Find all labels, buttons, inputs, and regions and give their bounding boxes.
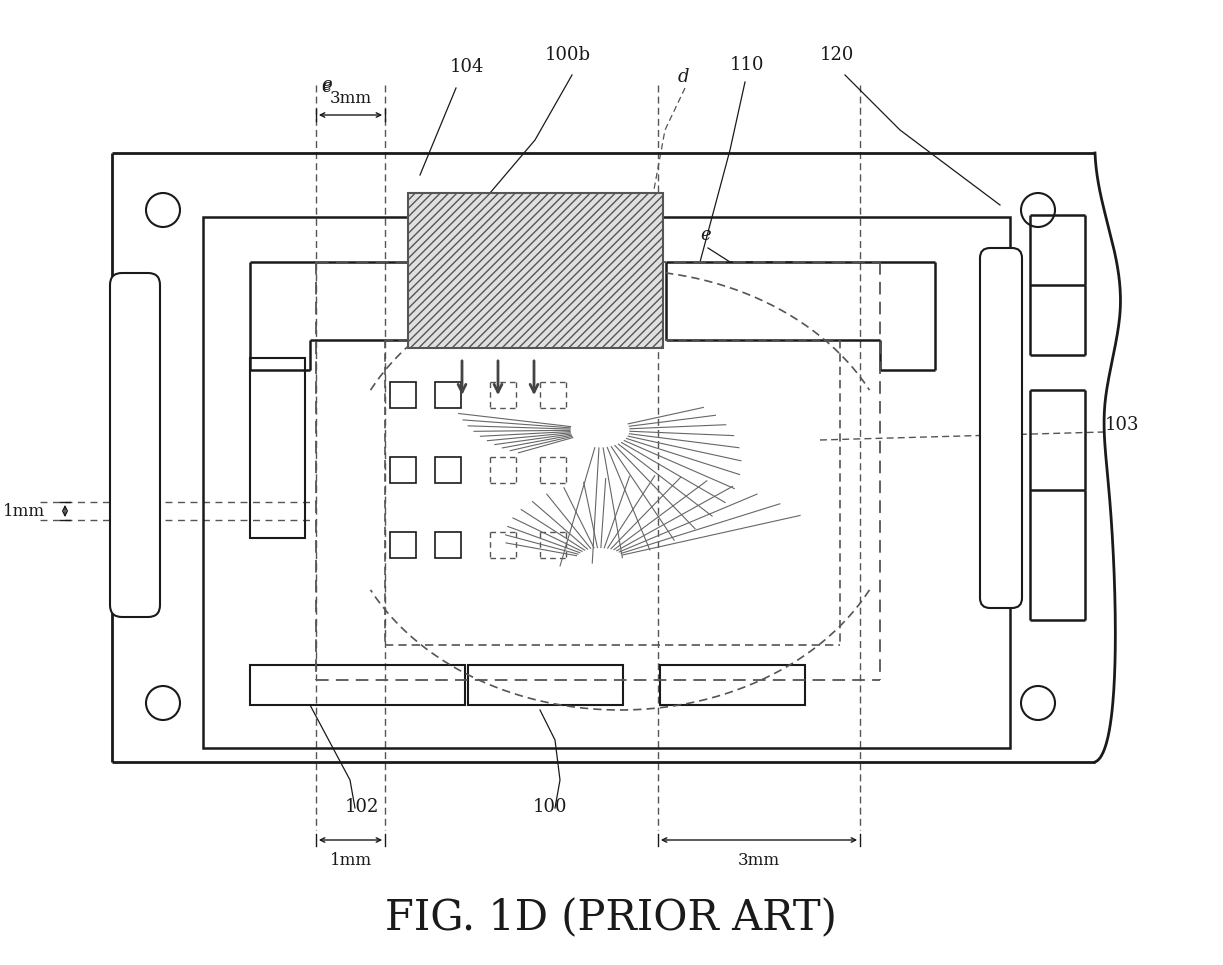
Bar <box>435 532 461 558</box>
Bar <box>390 382 416 408</box>
Text: d: d <box>678 68 690 86</box>
Bar <box>203 217 1010 748</box>
Bar <box>408 193 663 348</box>
Bar <box>249 665 465 705</box>
FancyBboxPatch shape <box>980 248 1022 608</box>
Bar <box>249 358 305 538</box>
Text: 100: 100 <box>533 798 567 816</box>
Bar <box>390 457 416 483</box>
Bar <box>660 665 805 705</box>
Text: 1mm: 1mm <box>329 852 372 869</box>
Text: FIG. 1D (PRIOR ART): FIG. 1D (PRIOR ART) <box>385 897 837 939</box>
Text: e: e <box>320 76 331 94</box>
Text: 104: 104 <box>450 58 484 76</box>
FancyBboxPatch shape <box>110 273 160 617</box>
Text: 100b: 100b <box>545 46 591 64</box>
Text: 103: 103 <box>1106 416 1140 434</box>
Bar <box>468 665 623 705</box>
Bar <box>435 382 461 408</box>
Text: 102: 102 <box>345 798 379 816</box>
Text: 3mm: 3mm <box>737 852 780 869</box>
Bar <box>985 395 1018 440</box>
Text: 110: 110 <box>730 56 764 74</box>
Text: 3mm: 3mm <box>329 90 372 107</box>
Text: e: e <box>320 78 331 96</box>
Text: 1mm: 1mm <box>2 503 45 519</box>
Text: 120: 120 <box>819 46 855 64</box>
Text: e: e <box>700 226 711 244</box>
Bar <box>985 258 1018 373</box>
Bar <box>435 457 461 483</box>
Bar <box>390 532 416 558</box>
